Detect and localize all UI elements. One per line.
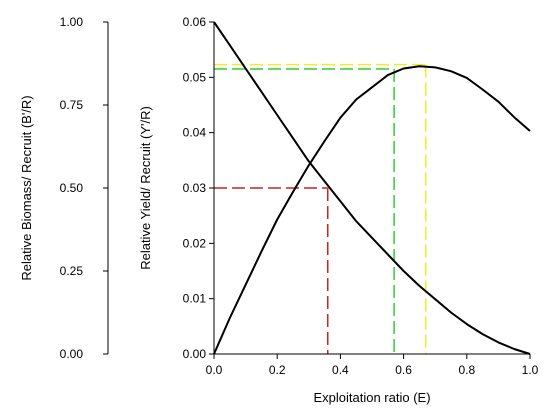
biomass-tick-label: 0.00 xyxy=(60,347,84,361)
yield-tick-label: 0.02 xyxy=(183,236,207,250)
biomass-axis-title: Relative Biomass/ Recruit (B'/R) xyxy=(19,95,34,280)
x-tick-label: 0.2 xyxy=(269,363,286,377)
biomass-tick-label: 0.50 xyxy=(60,181,84,195)
yield-tick-label: 0.06 xyxy=(183,15,207,29)
yield-curve xyxy=(213,65,531,355)
biomass-tick-label: 0.25 xyxy=(60,264,84,278)
yield-tick-label: 0.01 xyxy=(183,292,207,306)
biomass-tick-label: 1.00 xyxy=(60,15,84,29)
x-tick-label: 0.8 xyxy=(458,363,475,377)
yield-tick-label: 0.00 xyxy=(183,347,207,361)
yield-tick-label: 0.04 xyxy=(183,126,207,140)
biomass-curve xyxy=(213,21,531,355)
x-tick-label: 1.0 xyxy=(522,363,539,377)
yield-tick-label: 0.05 xyxy=(183,70,207,84)
yield-axis-title: Relative Yield/ Recruit (Y'/R) xyxy=(138,106,153,270)
x-tick-label: 0.6 xyxy=(395,363,412,377)
yield-tick-label: 0.03 xyxy=(183,181,207,195)
x-tick-label: 0.0 xyxy=(206,363,223,377)
x-axis-title: Exploitation ratio (E) xyxy=(313,390,430,405)
x-tick-label: 0.4 xyxy=(332,363,349,377)
biomass-tick-label: 0.75 xyxy=(60,98,84,112)
